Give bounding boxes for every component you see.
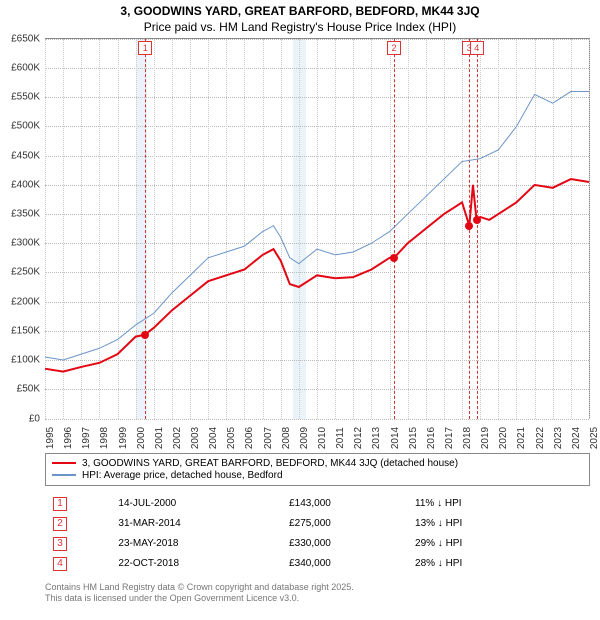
sales-table: 1 14-JUL-2000£143,00011% ↓ HPI 2 31-MAR-201… <box>45 494 545 574</box>
x-tick: 2003 <box>190 426 201 448</box>
x-tick: 2011 <box>335 427 346 449</box>
x-tick: 2015 <box>408 426 419 448</box>
legend-row: 3, GOODWINS YARD, GREAT BARFORD, BEDFORD… <box>52 458 583 469</box>
sale-diff: 29% ↓ HPI <box>407 534 545 554</box>
legend-label: HPI: Average price, detached house, Bedf… <box>82 470 283 481</box>
y-tick: £100K <box>0 355 40 366</box>
x-tick: 2013 <box>371 426 382 448</box>
y-tick: £400K <box>0 179 40 190</box>
sale-date: 14-JUL-2000 <box>110 494 281 514</box>
x-tick: 2020 <box>498 426 509 448</box>
x-tick: 2025 <box>589 426 600 448</box>
table-row: 1 14-JUL-2000£143,00011% ↓ HPI <box>45 494 545 514</box>
x-tick: 1995 <box>45 426 56 448</box>
sale-num: 2 <box>53 517 67 531</box>
y-tick: £0 <box>0 413 40 424</box>
sale-diff: 13% ↓ HPI <box>407 514 545 534</box>
legend-swatch <box>52 462 76 464</box>
figure: 3, GOODWINS YARD, GREAT BARFORD, BEDFORD… <box>0 0 600 620</box>
x-tick: 2004 <box>208 426 219 448</box>
y-tick: £550K <box>0 92 40 103</box>
series-line <box>45 179 589 372</box>
x-tick: 2014 <box>390 426 401 448</box>
legend: 3, GOODWINS YARD, GREAT BARFORD, BEDFORD… <box>45 453 590 486</box>
x-tick: 2012 <box>353 426 364 448</box>
y-tick: £650K <box>0 33 40 44</box>
y-tick: £450K <box>0 150 40 161</box>
series-line <box>45 91 589 359</box>
sale-price: £330,000 <box>281 534 407 554</box>
chart-area: £0£50K£100K£150K£200K£250K£300K£350K£400… <box>45 38 590 419</box>
x-tick: 2024 <box>571 426 582 448</box>
x-tick: 2019 <box>480 426 491 448</box>
sale-diff: 11% ↓ HPI <box>407 494 545 514</box>
x-tick: 1999 <box>118 426 129 448</box>
footer: Contains HM Land Registry data © Crown c… <box>45 582 590 605</box>
sale-diff: 28% ↓ HPI <box>407 554 545 574</box>
legend-label: 3, GOODWINS YARD, GREAT BARFORD, BEDFORD… <box>82 458 458 469</box>
table-row: 2 31-MAR-2014£275,00013% ↓ HPI <box>45 514 545 534</box>
chart-lines <box>45 39 589 418</box>
table-row: 4 22-OCT-2018£340,00028% ↓ HPI <box>45 554 545 574</box>
y-tick: £50K <box>0 384 40 395</box>
y-tick: £300K <box>0 238 40 249</box>
footer-line1: Contains HM Land Registry data © Crown c… <box>45 582 590 594</box>
x-tick: 2000 <box>136 426 147 448</box>
chart-subtitle: Price paid vs. HM Land Registry's House … <box>0 20 600 34</box>
sale-date: 31-MAR-2014 <box>110 514 281 534</box>
x-tick: 2018 <box>462 426 473 448</box>
chart-title: 3, GOODWINS YARD, GREAT BARFORD, BEDFORD… <box>0 0 600 20</box>
x-tick: 1998 <box>99 426 110 448</box>
y-tick: £200K <box>0 296 40 307</box>
sale-num: 1 <box>53 497 67 511</box>
y-tick: £500K <box>0 121 40 132</box>
sale-num: 3 <box>53 537 67 551</box>
sale-price: £340,000 <box>281 554 407 574</box>
legend-row: HPI: Average price, detached house, Bedf… <box>52 470 583 481</box>
x-tick: 2002 <box>172 426 183 448</box>
x-tick: 2016 <box>426 426 437 448</box>
x-tick: 2008 <box>281 426 292 448</box>
x-tick: 1996 <box>63 426 74 448</box>
sale-date: 23-MAY-2018 <box>110 534 281 554</box>
y-tick: £350K <box>0 208 40 219</box>
sale-date: 22-OCT-2018 <box>110 554 281 574</box>
footer-line2: This data is licensed under the Open Gov… <box>45 593 590 605</box>
x-tick: 2010 <box>317 426 328 448</box>
x-tick: 1997 <box>81 426 92 448</box>
x-tick: 2001 <box>154 426 165 448</box>
sale-price: £143,000 <box>281 494 407 514</box>
x-tick: 2023 <box>553 426 564 448</box>
x-tick: 2021 <box>516 426 527 448</box>
x-tick: 2005 <box>226 426 237 448</box>
x-tick: 2009 <box>299 426 310 448</box>
y-tick: £150K <box>0 325 40 336</box>
sale-price: £275,000 <box>281 514 407 534</box>
table-row: 3 23-MAY-2018£330,00029% ↓ HPI <box>45 534 545 554</box>
y-tick: £600K <box>0 62 40 73</box>
x-tick: 2017 <box>444 426 455 448</box>
sale-num: 4 <box>53 557 67 571</box>
x-tick: 2022 <box>535 426 546 448</box>
y-tick: £250K <box>0 267 40 278</box>
legend-swatch <box>52 474 76 476</box>
x-tick: 2006 <box>244 426 255 448</box>
x-tick: 2007 <box>263 426 274 448</box>
